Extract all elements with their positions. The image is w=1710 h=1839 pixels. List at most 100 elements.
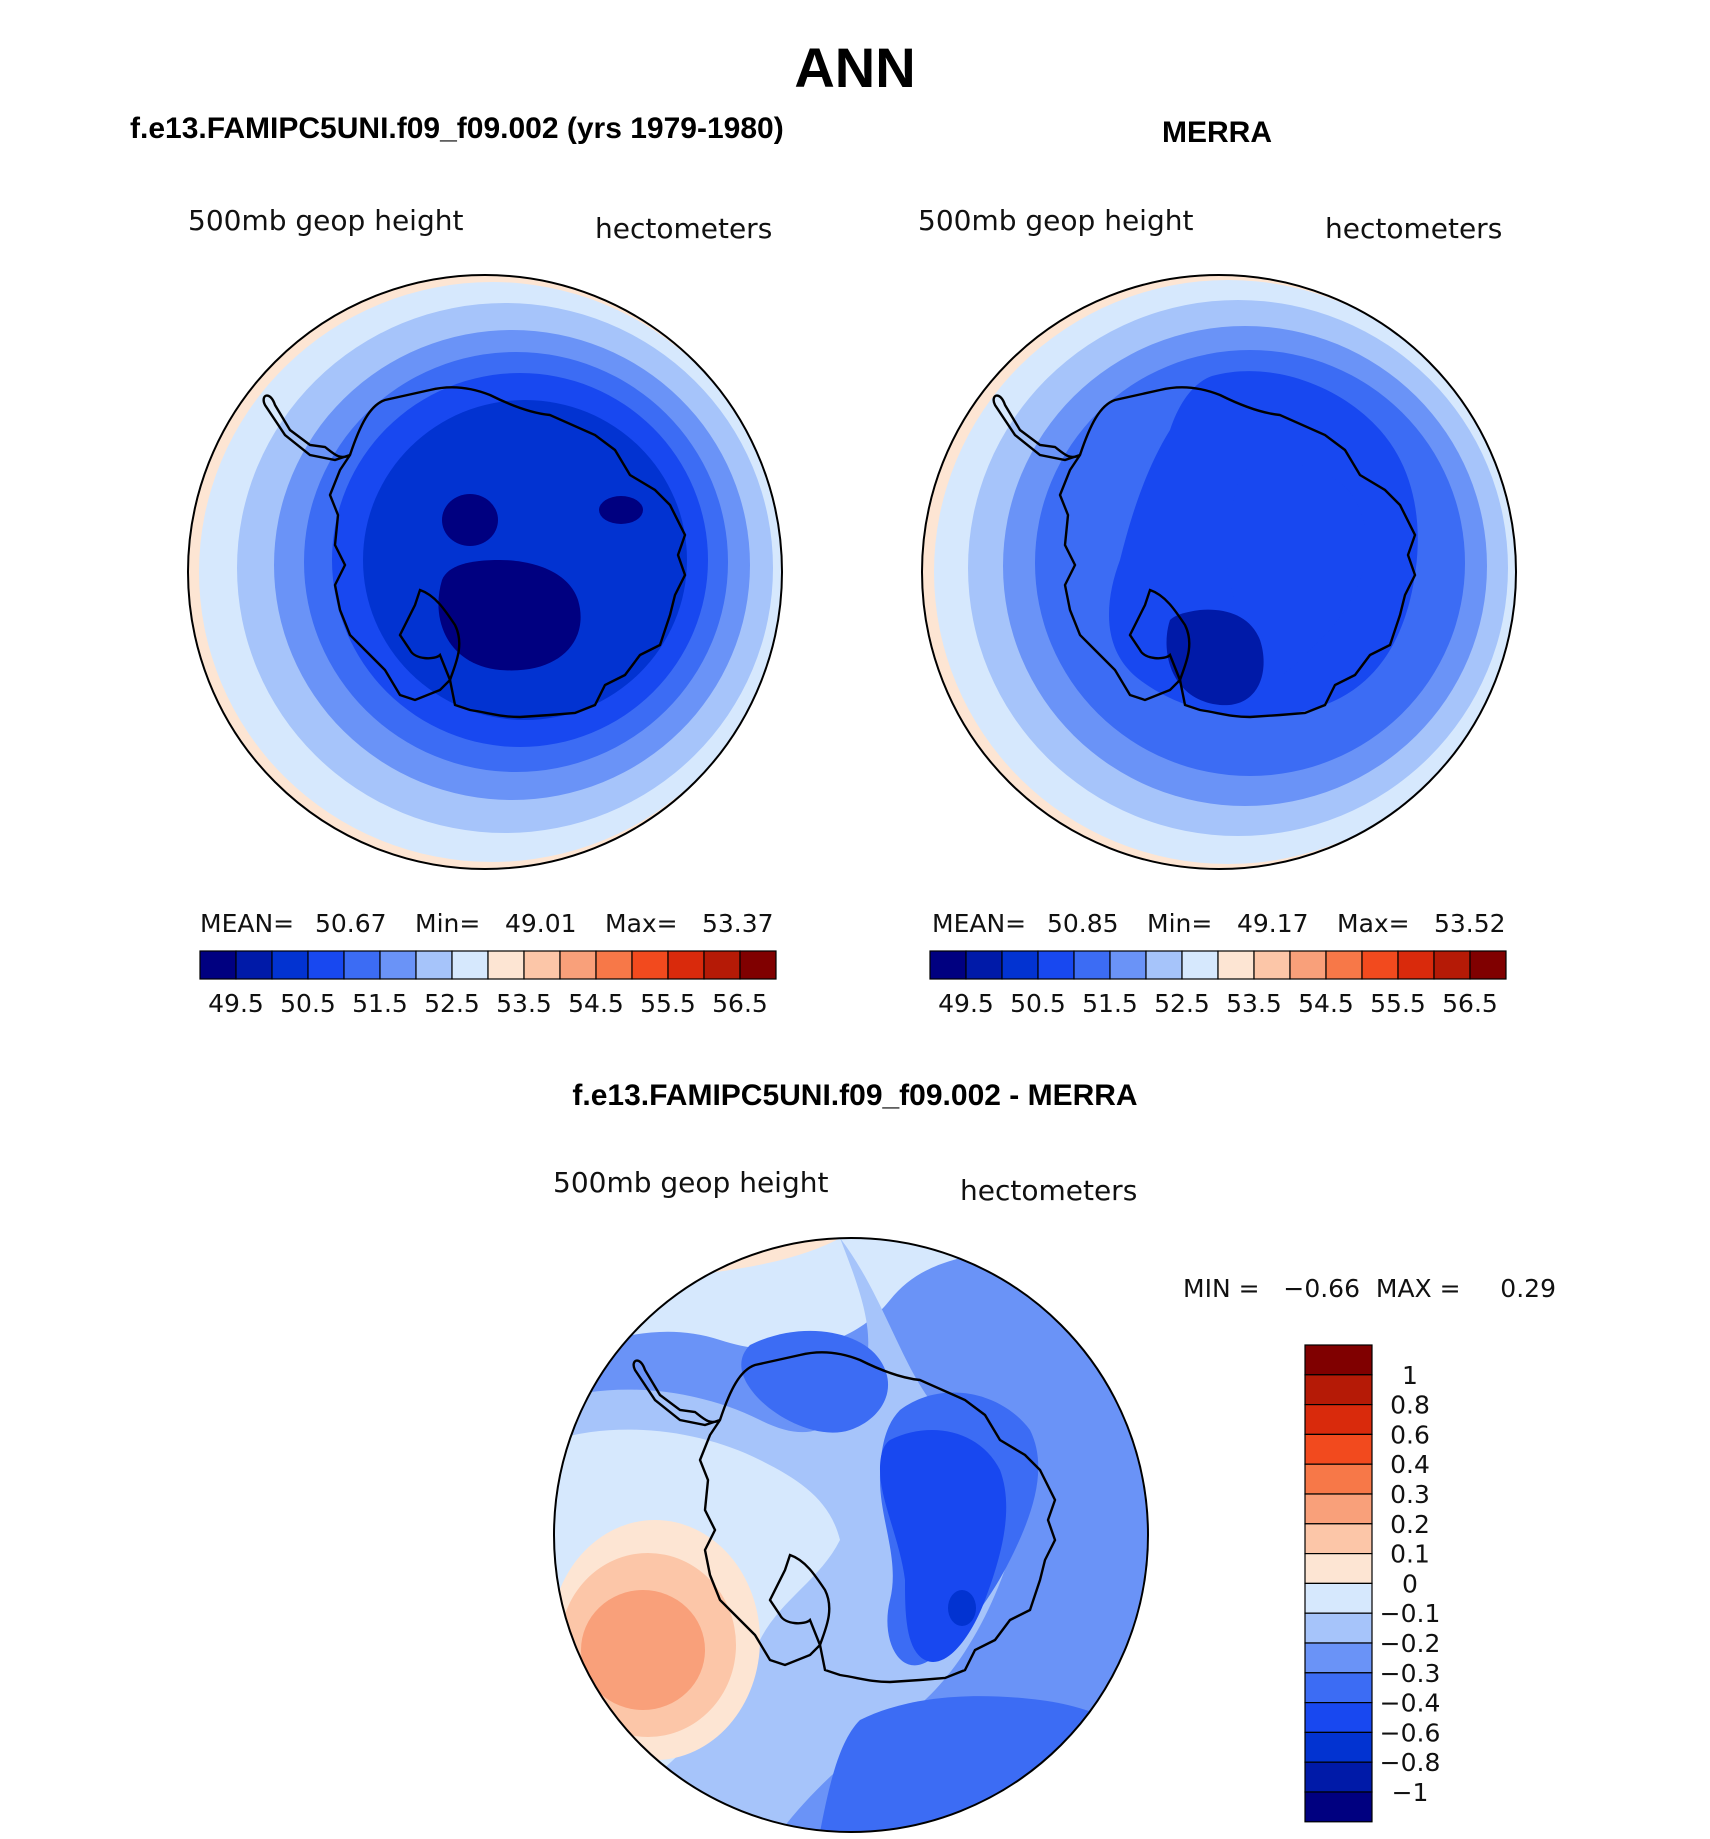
model-colorbar-tick-label: 51.5 — [352, 989, 408, 1018]
diff-field-map — [554, 1238, 1148, 1832]
diff-colorbar-tick-label: 0.4 — [1390, 1450, 1430, 1479]
model-level-9a — [438, 560, 581, 671]
panel-diff: f.e13.FAMIPC5UNI.f09_f09.002 - MERRA 500… — [553, 1079, 1556, 1833]
obs-colorbar-tick-label: 50.5 — [1010, 989, 1066, 1018]
obs-level-6b — [1226, 463, 1367, 682]
panel-model-title: f.e13.FAMIPC5UNI.f09_f09.002 (yrs 1979-1… — [130, 112, 784, 145]
obs-map-border — [921, 274, 1517, 870]
obs-colorbar-swatch — [1469, 950, 1507, 980]
diff-colorbar-swatch — [1304, 1552, 1373, 1584]
diff-colorbar-swatch — [1304, 1344, 1373, 1376]
obs-level-8 — [1166, 609, 1264, 706]
obs-colorbar-swatch — [1037, 950, 1075, 980]
model-level-9b — [442, 494, 498, 546]
model-colorbar-swatch — [199, 950, 237, 980]
obs-max-label: Max= — [1337, 909, 1410, 938]
obs-min-value: 49.17 — [1237, 909, 1309, 938]
diff-map-border — [553, 1237, 1149, 1833]
diff-colorbar-swatch — [1304, 1672, 1373, 1704]
model-min-label: Min= — [415, 909, 480, 938]
diff-colorbar-tick-label: 0.2 — [1390, 1510, 1430, 1539]
diff-colorbar-swatch — [1304, 1493, 1373, 1525]
diff-colorbar-tick-label: −0.2 — [1380, 1629, 1441, 1658]
obs-colorbar-swatch — [1001, 950, 1039, 980]
diff-colorbar-tick-label: −1 — [1392, 1778, 1429, 1807]
diff-level-minus08 — [948, 1590, 976, 1626]
model-level-7 — [363, 400, 687, 720]
panel-obs-variable: 500mb geop height — [918, 204, 1193, 237]
diff-colorbar-tick-label: −0.1 — [1380, 1599, 1441, 1628]
panel-obs-title: MERRA — [1162, 116, 1272, 149]
model-colorbar-tick-label: 49.5 — [208, 989, 264, 1018]
obs-colorbar-swatch — [1397, 950, 1435, 980]
obs-colorbar-swatch — [1073, 950, 1111, 980]
model-colorbar-swatch — [487, 950, 525, 980]
diff-colorbar-swatch — [1304, 1791, 1373, 1823]
panel-diff-title: f.e13.FAMIPC5UNI.f09_f09.002 - MERRA — [572, 1079, 1137, 1112]
model-colorbar-swatch — [559, 950, 597, 980]
obs-colorbar-swatch — [1109, 950, 1147, 980]
model-colorbar-swatch — [631, 950, 669, 980]
obs-colorbar-tick-label: 55.5 — [1370, 989, 1426, 1018]
panel-diff-stats: MIN = −0.66 MAX = 0.29 — [1183, 1274, 1556, 1303]
obs-colorbar-tick-label: 51.5 — [1082, 989, 1138, 1018]
obs-colorbar-swatch — [965, 950, 1003, 980]
diff-level-plus03 — [581, 1590, 705, 1710]
diff-colorbar-tick-label: 0.8 — [1390, 1391, 1430, 1420]
diff-colorbar-swatch — [1304, 1374, 1373, 1406]
diff-colorbar-swatch — [1304, 1403, 1373, 1435]
diff-colorbar-tick-label: −0.3 — [1380, 1659, 1441, 1688]
model-max-value: 53.37 — [702, 909, 774, 938]
obs-colorbar: 49.5 50.5 51.5 52.5 53.5 54.5 55.5 56.5 — [929, 950, 1507, 1018]
panel-obs-units: hectometers — [1325, 212, 1502, 245]
obs-mean-label: MEAN= — [932, 909, 1026, 938]
model-colorbar-swatch — [415, 950, 453, 980]
diff-colorbar-tick-label: −0.8 — [1380, 1748, 1441, 1777]
model-level-9c — [599, 496, 643, 524]
model-mean-value: 50.67 — [315, 909, 387, 938]
diff-colorbar-swatch — [1304, 1523, 1373, 1555]
model-colorbar-swatch — [703, 950, 741, 980]
diff-colorbar-swatch — [1304, 1612, 1373, 1644]
obs-colorbar-swatch — [1361, 950, 1399, 980]
diff-colorbar-tick-label: 0.3 — [1390, 1480, 1430, 1509]
diff-colorbar-tick-label: −0.4 — [1380, 1689, 1441, 1718]
model-colorbar-tick-label: 52.5 — [424, 989, 480, 1018]
obs-colorbar-swatch — [1181, 950, 1219, 980]
obs-colorbar-swatch — [1433, 950, 1471, 980]
model-colorbar-swatch — [451, 950, 489, 980]
diff-colorbar-swatch — [1304, 1463, 1373, 1495]
panel-model-units: hectometers — [595, 212, 772, 245]
model-stats: MEAN= 50.67 Min= 49.01 Max= 53.37 — [200, 909, 774, 938]
diff-colorbar-swatch — [1304, 1582, 1373, 1614]
obs-colorbar-tick-label: 49.5 — [938, 989, 994, 1018]
panel-diff-units: hectometers — [960, 1174, 1137, 1207]
model-colorbar-tick-label: 50.5 — [280, 989, 336, 1018]
diff-colorbar-tick-label: 0.6 — [1390, 1420, 1430, 1449]
model-min-value: 49.01 — [505, 909, 577, 938]
obs-field-map — [922, 275, 1516, 869]
diff-colorbar-tick-label: 0.1 — [1390, 1540, 1430, 1569]
model-colorbar-swatch — [307, 950, 345, 980]
obs-colorbar-swatch — [929, 950, 967, 980]
model-colorbar-tick-label: 56.5 — [712, 989, 768, 1018]
diff-level-minus04-c — [820, 1696, 1148, 1832]
model-colorbar-swatch — [595, 950, 633, 980]
model-colorbar-swatch — [343, 950, 381, 980]
panel-obs: MERRA 500mb geop height hectometers MEAN… — [918, 116, 1517, 1018]
model-field-map — [188, 275, 782, 869]
model-colorbar-swatch — [739, 950, 777, 980]
obs-colorbar-swatch — [1289, 950, 1327, 980]
diff-colorbar-swatch — [1304, 1642, 1373, 1674]
obs-max-value: 53.52 — [1434, 909, 1506, 938]
obs-colorbar-swatch — [1145, 950, 1183, 980]
diff-colorbar-swatch — [1304, 1701, 1373, 1733]
model-colorbar-swatch — [523, 950, 561, 980]
diff-colorbar: 10.80.60.40.30.20.10−0.1−0.2−0.3−0.4−0.6… — [1304, 1344, 1441, 1823]
obs-colorbar-swatch — [1217, 950, 1255, 980]
model-colorbar-swatch — [235, 950, 273, 980]
model-colorbar-swatch — [667, 950, 705, 980]
obs-colorbar-tick-label: 54.5 — [1298, 989, 1354, 1018]
figure-title: ANN — [794, 36, 915, 99]
panel-diff-variable: 500mb geop height — [553, 1166, 828, 1199]
